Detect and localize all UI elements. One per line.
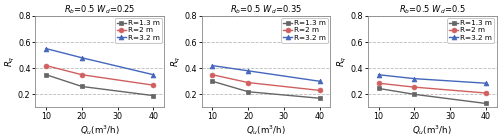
Line: R=2 m: R=2 m [376,81,488,95]
R=2 m [43,65,49,66]
R=3.2 m [316,80,322,82]
R=2 m [210,74,216,76]
Legend: R=1.3 m, R=2 m, R=3.2 m: R=1.3 m, R=2 m, R=3.2 m [115,18,162,43]
R=3.2 m [43,48,49,49]
X-axis label: $Q_u$(m$^3$/h): $Q_u$(m$^3$/h) [412,123,452,136]
Title: $R_b$=0.5 $W_d$=0.35: $R_b$=0.5 $W_d$=0.35 [230,4,302,16]
Line: R=3.2 m: R=3.2 m [44,46,156,77]
Legend: R=1.3 m, R=2 m, R=3.2 m: R=1.3 m, R=2 m, R=3.2 m [448,18,494,43]
R=2 m [483,92,489,94]
R=1.3 m [376,88,382,89]
R=2 m [150,84,156,86]
Line: R=1.3 m: R=1.3 m [376,86,488,106]
R=3.2 m [483,82,489,84]
R=1.3 m [79,86,85,87]
R=1.3 m [316,97,322,99]
R=1.3 m [150,95,156,96]
Line: R=1.3 m: R=1.3 m [210,79,322,101]
X-axis label: $Q_u$(m$^3$/h): $Q_u$(m$^3$/h) [80,123,120,136]
R=3.2 m [412,78,418,80]
X-axis label: $Q_u$(m$^3$/h): $Q_u$(m$^3$/h) [246,123,286,136]
R=1.3 m [43,74,49,76]
Line: R=3.2 m: R=3.2 m [210,63,322,84]
R=2 m [79,74,85,76]
Title: $R_b$=0.5 $W_d$=0.5: $R_b$=0.5 $W_d$=0.5 [399,4,466,16]
Line: R=1.3 m: R=1.3 m [44,72,156,98]
R=2 m [316,90,322,91]
R=3.2 m [376,74,382,76]
R=3.2 m [245,70,251,72]
R=3.2 m [79,57,85,59]
Title: $R_b$=0.5 $W_d$=0.25: $R_b$=0.5 $W_d$=0.25 [64,4,136,16]
Legend: R=1.3 m, R=2 m, R=3.2 m: R=1.3 m, R=2 m, R=3.2 m [281,18,328,43]
R=1.3 m [483,103,489,104]
Y-axis label: $R_q$: $R_q$ [336,56,349,67]
R=3.2 m [150,74,156,76]
Y-axis label: $R_q$: $R_q$ [4,56,16,67]
R=1.3 m [412,94,418,95]
R=1.3 m [245,91,251,93]
Line: R=2 m: R=2 m [44,63,156,88]
R=2 m [376,82,382,84]
R=1.3 m [210,80,216,82]
Line: R=3.2 m: R=3.2 m [376,72,488,86]
Line: R=2 m: R=2 m [210,72,322,93]
R=3.2 m [210,65,216,66]
Y-axis label: $R_q$: $R_q$ [170,56,183,67]
R=2 m [245,82,251,83]
R=2 m [412,86,418,88]
